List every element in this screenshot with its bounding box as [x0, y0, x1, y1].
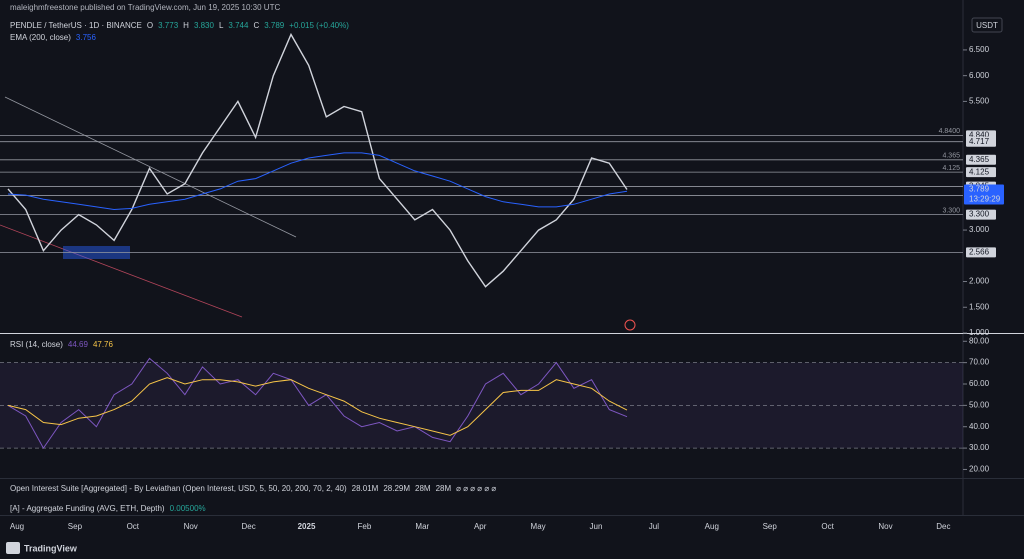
- currency-box: [971, 17, 1003, 33]
- x-tick-label: Jul: [649, 522, 659, 531]
- y-tick-label: 20.00: [969, 465, 990, 474]
- x-tick-label: Dec: [936, 522, 950, 531]
- last-price: 3.789: [969, 185, 990, 194]
- level-box: [966, 154, 996, 165]
- footer: TradingView: [24, 543, 78, 553]
- last-price-box: [964, 184, 1004, 205]
- y-tick-label: 6.500: [969, 45, 990, 54]
- indicator-value: 28.29M: [383, 484, 411, 493]
- x-tick-label: Aug: [10, 522, 24, 531]
- indicator-value: ⌀ ⌀ ⌀ ⌀ ⌀ ⌀: [456, 484, 497, 493]
- series-line: [7, 152, 628, 211]
- currency: USDT: [976, 21, 998, 30]
- series-line: [7, 357, 628, 450]
- x-tick-label: Sep: [68, 522, 83, 531]
- y-tick-label: 3.000: [969, 225, 990, 234]
- y-tick-label: 6.000: [969, 71, 990, 80]
- trend-line: [4, 96, 297, 238]
- level-box: [966, 247, 996, 258]
- y-tick-label: 60.00: [969, 379, 990, 388]
- y-tick-label: 30.00: [969, 443, 990, 452]
- legend: EMA (200, close) 3.756: [10, 33, 96, 42]
- ohlc-name: H: [183, 21, 189, 30]
- ohlc-value: 3.744: [228, 21, 249, 30]
- rsi-value: 44.69: [67, 340, 88, 349]
- x-tick-label: Nov: [878, 522, 892, 531]
- level-note: 4.8400: [939, 128, 961, 135]
- level-label: 3.300: [969, 210, 990, 219]
- y-tick-label: 1.000: [969, 328, 990, 337]
- indicator-value: 28M: [415, 484, 431, 493]
- level-box: [966, 136, 996, 147]
- y-tick-label: 2.000: [969, 277, 990, 286]
- x-tick-label: Apr: [474, 522, 487, 531]
- level-label: 4.365: [969, 155, 990, 164]
- level-note: 3.300: [942, 207, 960, 214]
- rsi-ma-value: 47.76: [92, 340, 113, 349]
- logo: [6, 542, 20, 554]
- indicator: [A] - Aggregate Funding (AVG, ETH, Depth…: [10, 504, 206, 513]
- level-label: 2.566: [969, 248, 990, 257]
- x-tick-label: Oct: [821, 522, 834, 531]
- indicator: Open Interest Suite [Aggregated] - By Le…: [10, 484, 496, 493]
- ohlc-value: 3.830: [193, 21, 214, 30]
- countdown: 13:29:29: [969, 195, 1001, 204]
- indicator-value: 0.00500%: [169, 504, 206, 513]
- x-tick-label: Nov: [184, 522, 198, 531]
- x-tick-label: Jun: [590, 522, 603, 531]
- ohlc-value: 3.773: [158, 21, 179, 30]
- y-tick-label: 80.00: [969, 336, 990, 345]
- level-box: [966, 167, 996, 178]
- publisher-text: maleighmfreestone published on TradingVi…: [10, 3, 281, 12]
- ema-value: 3.756: [75, 33, 96, 42]
- y-tick-label: 40.00: [969, 422, 990, 431]
- publisher: maleighmfreestone published on TradingVi…: [10, 3, 280, 12]
- level-note: 4.365: [942, 153, 960, 160]
- indicator-value: 28M: [435, 484, 452, 493]
- level-label: 4.840: [969, 130, 990, 139]
- ohlc-value: 3.789: [264, 21, 285, 30]
- ohlc-name: C: [253, 21, 260, 30]
- ohlc-name: O: [146, 21, 154, 30]
- indicator-title: [A] - Aggregate Funding (AVG, ETH, Depth…: [10, 504, 165, 513]
- y-tick-label: 70.00: [969, 358, 990, 367]
- level-label: 4.717: [969, 137, 990, 146]
- rsi-band: [0, 362, 963, 449]
- level-note: 4.125: [942, 165, 960, 172]
- rsi-title: RSI (14, close): [10, 340, 63, 349]
- ohlc-name: L: [218, 21, 224, 30]
- y-tick-label: 1.500: [969, 302, 990, 311]
- trend-line: [0, 224, 243, 318]
- level-label: 4.125: [969, 167, 990, 176]
- series-line: [7, 377, 628, 436]
- x-tick-label: Aug: [705, 522, 719, 531]
- level-box: [966, 209, 996, 220]
- indicator-title: Open Interest Suite [Aggregated] - By Le…: [10, 484, 347, 493]
- x-tick-label: Oct: [127, 522, 140, 531]
- x-tick-label: May: [531, 522, 546, 531]
- x-tick-label: Mar: [415, 522, 429, 531]
- x-tick-label: Dec: [241, 522, 255, 531]
- indicator-value: 28.01M: [351, 484, 379, 493]
- y-tick-label: 5.500: [969, 97, 990, 106]
- y-tick-label: 50.00: [969, 400, 990, 409]
- icon: [624, 319, 636, 331]
- series-line: [7, 32, 628, 288]
- change: +0.015 (+0.40%): [289, 21, 349, 30]
- symbol: PENDLE / TetherUS · 1D · BINANCE: [10, 21, 142, 30]
- legend: RSI (14, close) 44.69 47.76: [10, 340, 113, 349]
- x-tick-label: Sep: [763, 522, 778, 531]
- legend: PENDLE / TetherUS · 1D · BINANCE O 3.773 H…: [10, 21, 349, 30]
- x-tick-label: 2025: [298, 522, 316, 531]
- x-tick-label: Feb: [358, 522, 372, 531]
- ema-title: EMA (200, close): [10, 33, 71, 42]
